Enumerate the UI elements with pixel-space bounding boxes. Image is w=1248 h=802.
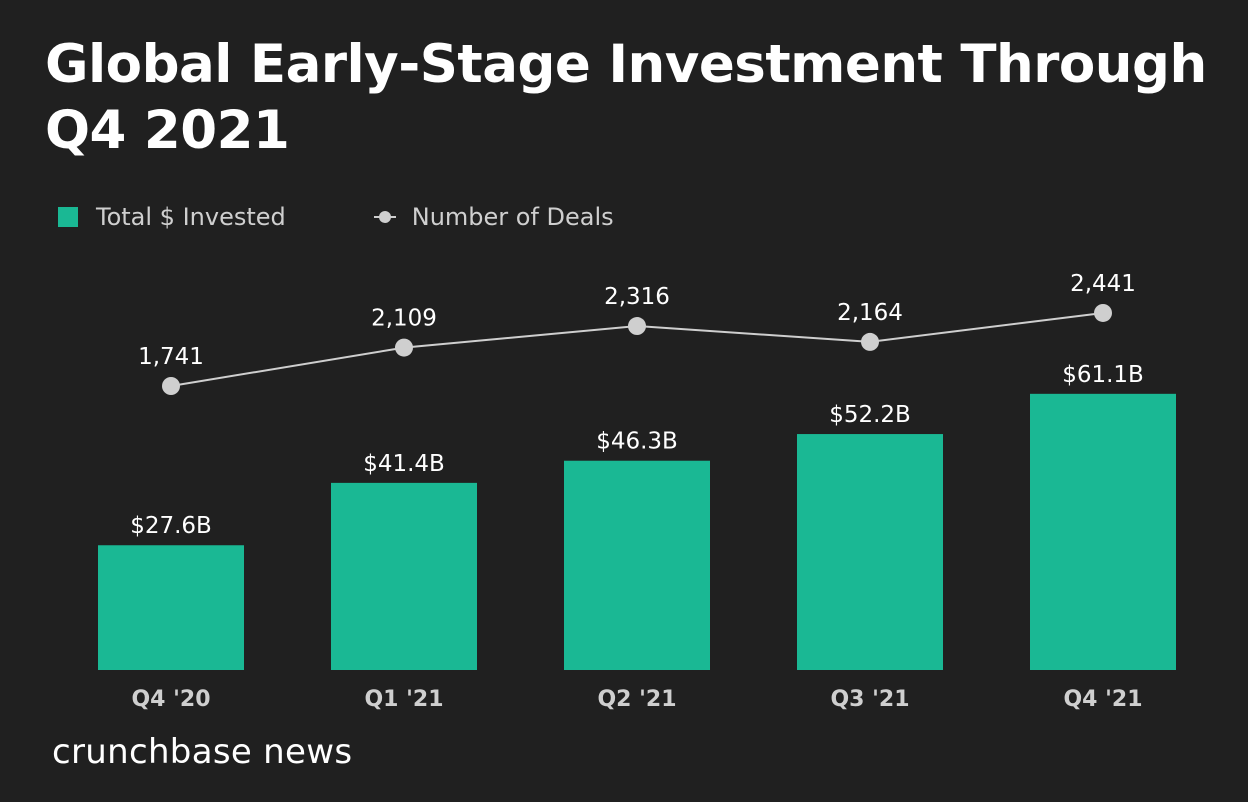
bar-value-label: $27.6B xyxy=(130,513,212,539)
x-tick-label: Q4 '20 xyxy=(131,687,210,712)
bar xyxy=(564,460,710,670)
deals-point xyxy=(1094,303,1112,322)
legend-label: Number of Deals xyxy=(411,203,614,231)
deals-value-label: 2,164 xyxy=(837,300,903,326)
deals-point xyxy=(162,377,180,395)
bar-value-label: $41.4B xyxy=(363,451,445,477)
bar xyxy=(331,482,477,670)
deals-value-label: 2,316 xyxy=(604,284,670,310)
legend: Total $ Invested Number of Deals xyxy=(58,200,614,234)
bar-value-label: $61.1B xyxy=(1062,362,1144,388)
deals-point xyxy=(628,317,646,336)
x-tick-label: Q1 '21 xyxy=(364,687,443,712)
line-marker-icon xyxy=(373,206,396,228)
deals-value-label: 2,441 xyxy=(1070,271,1136,297)
bar-value-label: $46.3B xyxy=(596,429,678,455)
bar-swatch-icon xyxy=(58,207,78,227)
bar xyxy=(98,545,244,670)
bar xyxy=(797,434,943,670)
bar xyxy=(1030,393,1176,670)
brand-logo: crunchbase news xyxy=(52,732,353,772)
legend-item-invested: Total $ Invested xyxy=(58,203,286,231)
deals-value-label: 2,109 xyxy=(371,306,437,332)
deals-point xyxy=(861,332,879,351)
x-tick-label: Q4 '21 xyxy=(1063,687,1142,712)
legend-item-deals: Number of Deals xyxy=(373,203,614,231)
chart-title: Global Early-Stage Investment Through Q4… xyxy=(45,34,1207,161)
bar-value-label: $52.2B xyxy=(829,402,911,428)
deals-point xyxy=(395,338,413,357)
deals-value-label: 1,741 xyxy=(138,344,204,370)
legend-label: Total $ Invested xyxy=(96,203,286,231)
x-tick-label: Q3 '21 xyxy=(830,687,909,712)
x-tick-label: Q2 '21 xyxy=(597,687,676,712)
